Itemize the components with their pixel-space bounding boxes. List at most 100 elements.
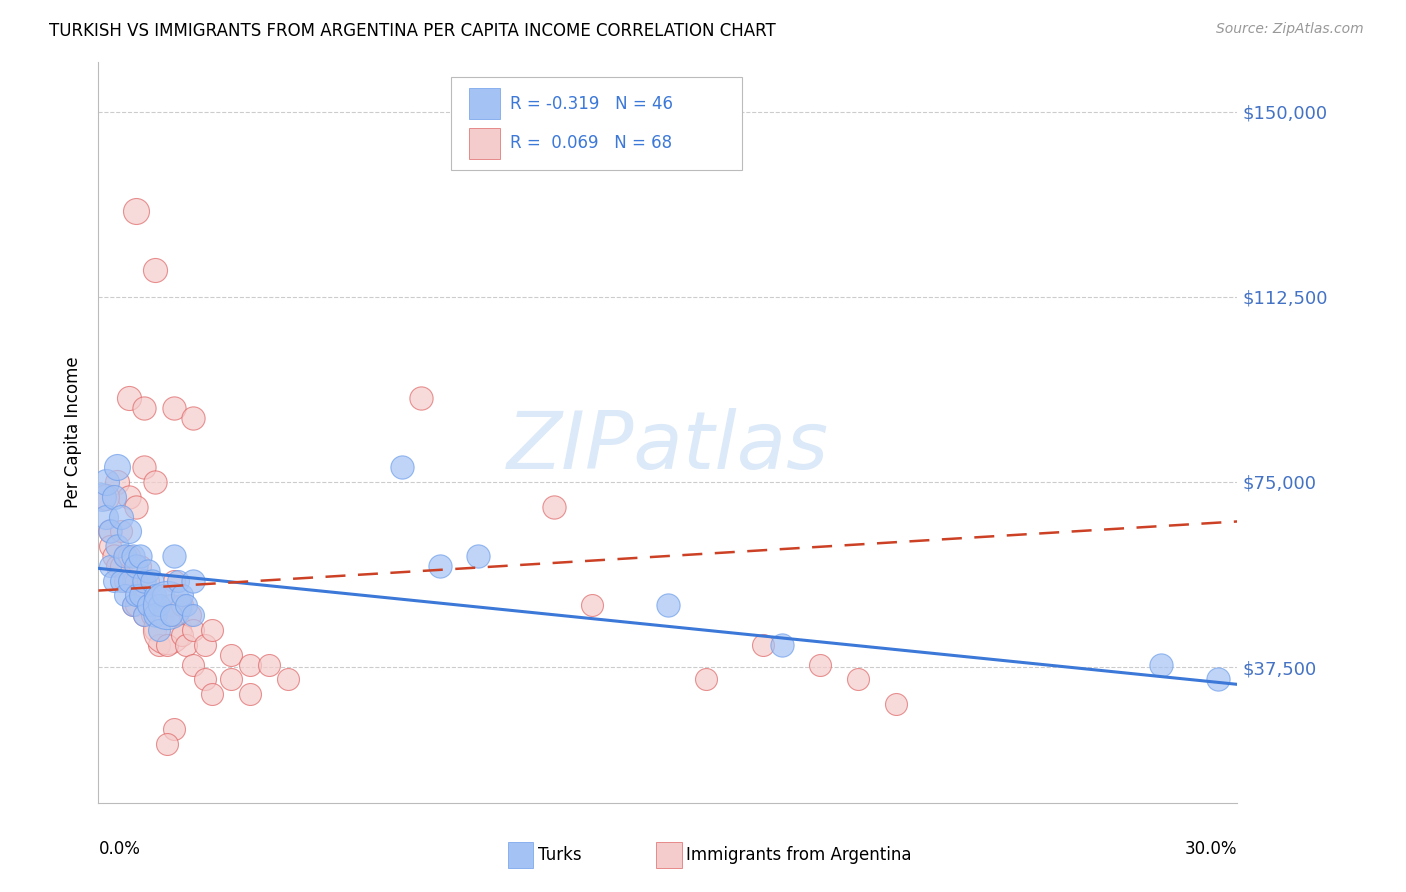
Point xyxy=(107,558,129,573)
Point xyxy=(411,391,433,405)
Point xyxy=(110,509,132,524)
Point xyxy=(110,558,132,573)
Point xyxy=(145,608,167,623)
Point xyxy=(148,623,170,637)
Text: ZIPatlas: ZIPatlas xyxy=(506,409,830,486)
Point xyxy=(183,657,205,672)
Point xyxy=(125,203,148,218)
Point xyxy=(129,558,152,573)
Point xyxy=(846,673,869,687)
Point xyxy=(110,574,132,588)
Point xyxy=(145,589,167,603)
Point xyxy=(170,599,193,613)
Point xyxy=(163,549,186,563)
Point xyxy=(121,549,143,563)
FancyBboxPatch shape xyxy=(509,842,533,868)
Point xyxy=(156,638,179,652)
Point xyxy=(156,623,179,637)
Y-axis label: Per Capita Income: Per Capita Income xyxy=(65,357,83,508)
Point xyxy=(94,509,117,524)
Point xyxy=(103,490,125,504)
FancyBboxPatch shape xyxy=(468,128,501,159)
Point xyxy=(174,638,197,652)
Point xyxy=(114,549,136,563)
Text: Source: ZipAtlas.com: Source: ZipAtlas.com xyxy=(1216,22,1364,37)
Point xyxy=(141,574,163,588)
Point xyxy=(121,574,143,588)
Point xyxy=(110,524,132,539)
Point xyxy=(145,599,167,613)
Point xyxy=(183,623,205,637)
Point xyxy=(159,608,181,623)
Point xyxy=(136,599,159,613)
Point xyxy=(159,599,181,613)
Point xyxy=(125,500,148,514)
Point xyxy=(129,549,152,563)
Point xyxy=(239,657,262,672)
Point xyxy=(179,608,201,623)
Point xyxy=(808,657,831,672)
Point xyxy=(277,673,299,687)
Point xyxy=(163,401,186,415)
Point xyxy=(152,608,174,623)
Point xyxy=(170,589,193,603)
Point xyxy=(125,589,148,603)
Point xyxy=(201,623,224,637)
Point xyxy=(129,583,152,598)
Point xyxy=(98,524,121,539)
Point xyxy=(125,599,148,613)
Point xyxy=(118,549,141,563)
Point xyxy=(121,599,143,613)
Point xyxy=(163,608,186,623)
Point xyxy=(543,500,565,514)
Point xyxy=(695,673,717,687)
FancyBboxPatch shape xyxy=(451,78,742,169)
Point xyxy=(98,524,121,539)
Point xyxy=(1150,657,1173,672)
Text: Turks: Turks xyxy=(538,846,582,863)
Point xyxy=(391,460,413,475)
FancyBboxPatch shape xyxy=(657,842,682,868)
Point xyxy=(884,697,907,711)
Point xyxy=(657,599,679,613)
Text: R = -0.319   N = 46: R = -0.319 N = 46 xyxy=(509,95,672,113)
Point xyxy=(221,648,243,662)
Point xyxy=(194,638,217,652)
Point xyxy=(118,524,141,539)
Text: 0.0%: 0.0% xyxy=(98,840,141,858)
Point xyxy=(752,638,775,652)
Point xyxy=(107,475,129,489)
Point xyxy=(125,558,148,573)
Point xyxy=(118,490,141,504)
Point xyxy=(429,558,451,573)
Point xyxy=(183,410,205,425)
Point xyxy=(118,391,141,405)
Point xyxy=(148,638,170,652)
Point xyxy=(174,599,197,613)
Point xyxy=(114,574,136,588)
Point xyxy=(167,574,190,588)
Point xyxy=(194,673,217,687)
Point xyxy=(145,262,167,277)
FancyBboxPatch shape xyxy=(468,88,501,120)
Point xyxy=(152,589,174,603)
Point xyxy=(156,599,179,613)
Point xyxy=(94,475,117,489)
Point xyxy=(467,549,489,563)
Point xyxy=(136,564,159,578)
Point xyxy=(141,608,163,623)
Point xyxy=(107,460,129,475)
Point xyxy=(98,539,121,553)
Point xyxy=(129,589,152,603)
Point xyxy=(156,737,179,751)
Point xyxy=(98,558,121,573)
Point xyxy=(91,490,114,504)
Text: R =  0.069   N = 68: R = 0.069 N = 68 xyxy=(509,134,672,153)
Point xyxy=(114,589,136,603)
Point xyxy=(136,574,159,588)
Point xyxy=(125,574,148,588)
Point xyxy=(239,687,262,701)
Point xyxy=(170,628,193,642)
Text: TURKISH VS IMMIGRANTS FROM ARGENTINA PER CAPITA INCOME CORRELATION CHART: TURKISH VS IMMIGRANTS FROM ARGENTINA PER… xyxy=(49,22,776,40)
Point xyxy=(118,574,141,588)
